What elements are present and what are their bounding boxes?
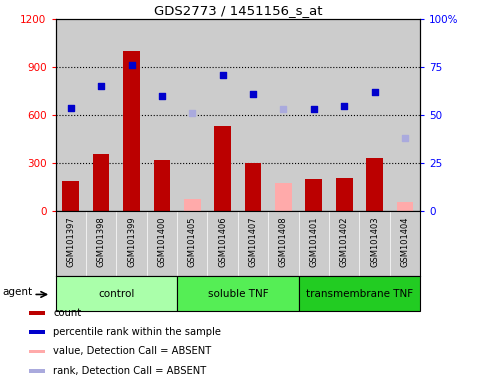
Bar (28, 311, 45, 315)
Bar (336, 177, 353, 211)
Bar (298, 276, 420, 311)
Bar (397, 202, 413, 211)
Text: GSM101405: GSM101405 (188, 217, 197, 267)
Point (158, 93, 166, 99)
Text: soluble TNF: soluble TNF (208, 289, 268, 299)
Point (128, 62, 135, 68)
Point (97, 83, 105, 89)
Bar (123, 51, 140, 211)
Title: GDS2773 / 1451156_s_at: GDS2773 / 1451156_s_at (154, 3, 322, 17)
Text: GSM101407: GSM101407 (249, 217, 257, 267)
Bar (177, 276, 298, 311)
Bar (62, 181, 79, 211)
Text: agent: agent (3, 287, 33, 297)
Text: GSM101406: GSM101406 (218, 217, 227, 267)
Text: GSM101398: GSM101398 (97, 217, 106, 267)
Point (401, 135, 409, 141)
Point (188, 110, 196, 116)
Bar (28, 330, 45, 334)
Point (280, 106, 287, 113)
Bar (245, 163, 261, 211)
Text: GSM101401: GSM101401 (309, 217, 318, 267)
Text: percentile rank within the sample: percentile rank within the sample (53, 327, 221, 337)
Bar (366, 159, 383, 211)
Text: count: count (53, 308, 81, 318)
Text: GSM101402: GSM101402 (340, 217, 349, 267)
Bar (214, 126, 231, 211)
Bar (275, 183, 292, 211)
Text: GSM101397: GSM101397 (66, 217, 75, 267)
Text: transmembrane TNF: transmembrane TNF (306, 289, 413, 299)
Text: GSM101404: GSM101404 (400, 217, 410, 267)
Text: GSM101403: GSM101403 (370, 217, 379, 267)
Point (249, 91, 257, 97)
Point (341, 103, 348, 109)
Bar (93, 154, 110, 211)
Point (310, 106, 318, 113)
Text: value, Detection Call = ABSENT: value, Detection Call = ABSENT (53, 346, 211, 356)
Bar (305, 179, 322, 211)
Bar (184, 199, 200, 211)
Text: GSM101399: GSM101399 (127, 217, 136, 267)
Bar (28, 369, 45, 372)
Text: control: control (98, 289, 134, 299)
Bar (56, 276, 177, 311)
Point (67, 104, 74, 111)
Point (371, 89, 379, 95)
Point (219, 72, 227, 78)
Text: GSM101408: GSM101408 (279, 217, 288, 267)
Bar (154, 160, 170, 211)
Text: GSM101400: GSM101400 (157, 217, 167, 267)
Text: rank, Detection Call = ABSENT: rank, Detection Call = ABSENT (53, 366, 206, 376)
Bar (28, 349, 45, 353)
